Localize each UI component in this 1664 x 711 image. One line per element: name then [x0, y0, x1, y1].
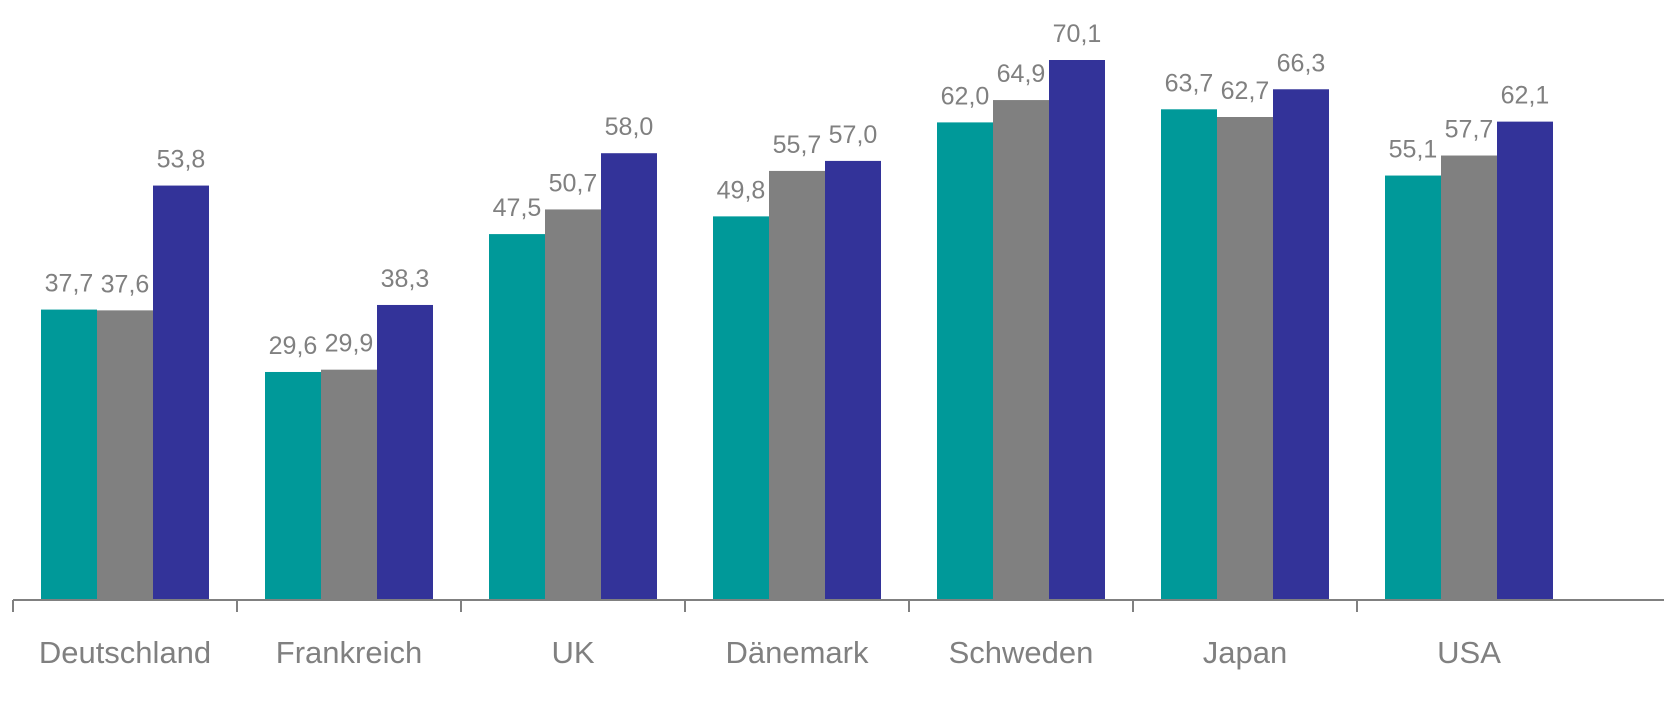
category-label-2: UK — [551, 635, 594, 670]
bar-series-a-3 — [713, 216, 769, 601]
bar-series-c-2 — [601, 153, 657, 600]
bar-series-b-0 — [97, 310, 153, 600]
bar-series-c-6 — [1497, 121, 1553, 600]
data-label-series-b-4: 64,9 — [997, 60, 1046, 88]
data-label-series-a-6: 55,1 — [1389, 136, 1438, 164]
data-label-series-c-3: 57,0 — [829, 121, 878, 149]
category-label-1: Frankreich — [276, 635, 422, 670]
data-label-series-c-5: 66,3 — [1277, 49, 1326, 77]
data-label-series-a-1: 29,6 — [269, 332, 318, 360]
bar-series-b-4 — [993, 100, 1049, 600]
bar-series-b-1 — [321, 369, 377, 600]
data-label-series-a-2: 47,5 — [493, 194, 542, 222]
data-label-series-a-0: 37,7 — [45, 270, 94, 298]
data-label-series-a-3: 49,8 — [717, 176, 766, 204]
data-label-series-a-5: 63,7 — [1165, 69, 1214, 97]
bar-series-a-1 — [265, 371, 321, 600]
data-label-series-b-1: 29,9 — [325, 330, 374, 358]
bar-series-c-1 — [377, 304, 433, 600]
bar-series-b-3 — [769, 170, 825, 600]
data-label-series-b-2: 50,7 — [549, 169, 598, 197]
data-label-series-b-6: 57,7 — [1445, 116, 1494, 144]
data-label-series-a-4: 62,0 — [941, 82, 990, 110]
bar-series-a-6 — [1385, 175, 1441, 601]
data-label-series-c-4: 70,1 — [1053, 20, 1102, 48]
bar-series-a-2 — [489, 234, 545, 600]
bar-series-a-0 — [41, 309, 97, 600]
category-label-4: Schweden — [949, 635, 1094, 670]
bar-series-a-5 — [1161, 109, 1217, 600]
bar-series-c-3 — [825, 160, 881, 601]
bar-series-c-5 — [1273, 89, 1329, 601]
bar-series-c-0 — [153, 185, 209, 600]
data-label-series-c-0: 53,8 — [157, 146, 206, 174]
category-label-6: USA — [1437, 635, 1501, 670]
bar-series-a-4 — [937, 122, 993, 600]
data-label-series-b-5: 62,7 — [1221, 77, 1270, 105]
data-label-series-c-6: 62,1 — [1501, 82, 1550, 110]
bar-series-b-5 — [1217, 117, 1273, 601]
category-label-3: Dänemark — [726, 635, 869, 670]
data-label-series-c-2: 58,0 — [605, 113, 654, 141]
data-label-series-c-1: 38,3 — [381, 265, 430, 293]
data-label-series-b-3: 55,7 — [773, 131, 822, 159]
bar-series-b-6 — [1441, 155, 1497, 600]
value-labels-layer: 37,7 37,6 53,8 29,6 29,9 38,3 47,550,758,0 49,8… — [45, 20, 1550, 360]
bar-series-c-4 — [1049, 60, 1105, 600]
x-axis: Deutschland Frankreich UK Dänemark Schweden J… — [12, 599, 1664, 670]
category-label-5: Japan — [1203, 635, 1287, 670]
bars-layer — [41, 60, 1553, 601]
data-label-series-b-0: 37,6 — [101, 270, 150, 298]
category-label-0: Deutschland — [39, 635, 211, 670]
bar-series-b-2 — [545, 209, 601, 600]
